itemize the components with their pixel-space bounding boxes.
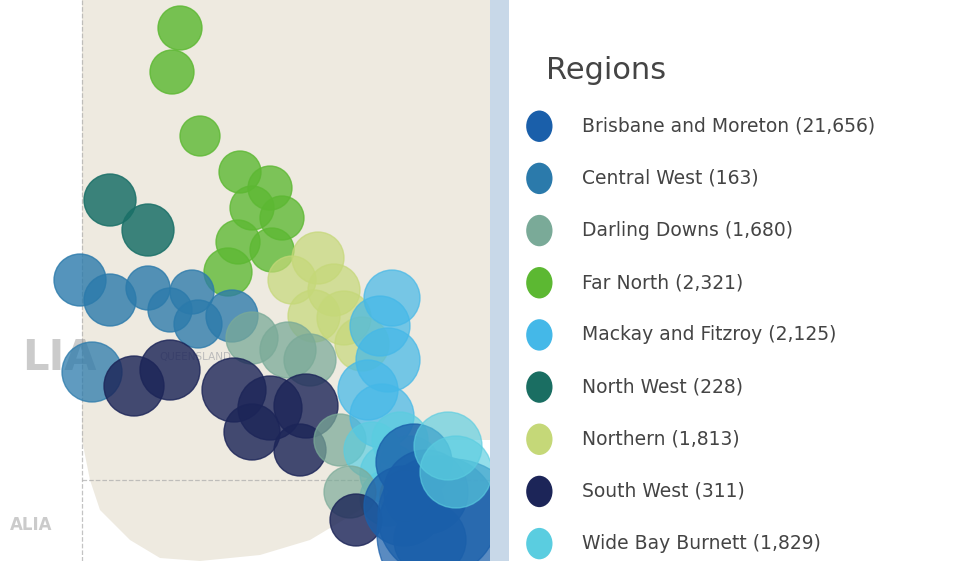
Circle shape — [308, 264, 360, 316]
Text: Darling Downs (1,680): Darling Downs (1,680) — [582, 221, 793, 240]
Circle shape — [268, 256, 316, 304]
Circle shape — [377, 459, 527, 561]
Circle shape — [364, 466, 444, 546]
Circle shape — [350, 384, 414, 448]
Circle shape — [84, 274, 136, 326]
Circle shape — [526, 319, 553, 351]
Circle shape — [84, 174, 136, 226]
Text: Far North (2,321): Far North (2,321) — [582, 273, 743, 292]
Circle shape — [238, 376, 302, 440]
Circle shape — [330, 494, 382, 546]
Circle shape — [526, 424, 553, 455]
Circle shape — [150, 50, 194, 94]
Circle shape — [394, 504, 466, 561]
Circle shape — [335, 317, 389, 371]
Circle shape — [526, 111, 553, 142]
Circle shape — [226, 312, 278, 364]
Circle shape — [364, 270, 420, 326]
Text: Wide Bay Burnett (1,829): Wide Bay Burnett (1,829) — [582, 534, 821, 553]
Circle shape — [360, 444, 420, 504]
Circle shape — [380, 436, 440, 496]
Circle shape — [526, 163, 553, 194]
Circle shape — [420, 436, 492, 508]
Circle shape — [260, 196, 304, 240]
Circle shape — [360, 470, 416, 526]
Circle shape — [126, 266, 170, 310]
Text: Central West (163): Central West (163) — [582, 169, 758, 188]
Circle shape — [250, 228, 294, 272]
Circle shape — [376, 424, 452, 500]
Circle shape — [526, 528, 553, 559]
Text: Brisbane and Moreton (21,656): Brisbane and Moreton (21,656) — [582, 117, 875, 136]
Circle shape — [526, 371, 553, 403]
Circle shape — [526, 267, 553, 298]
Text: QUEENSLAND: QUEENSLAND — [159, 352, 231, 362]
Circle shape — [356, 328, 420, 392]
Circle shape — [260, 322, 316, 378]
Circle shape — [526, 215, 553, 246]
Text: Northern (1,813): Northern (1,813) — [582, 430, 739, 449]
Circle shape — [372, 412, 428, 468]
Circle shape — [148, 288, 192, 332]
Circle shape — [378, 456, 498, 561]
Circle shape — [344, 422, 400, 478]
Circle shape — [224, 404, 280, 460]
Circle shape — [140, 340, 200, 400]
Circle shape — [384, 450, 468, 534]
Circle shape — [350, 296, 410, 356]
Circle shape — [104, 356, 164, 416]
Polygon shape — [148, 0, 245, 180]
FancyBboxPatch shape — [490, 0, 509, 561]
Circle shape — [206, 290, 258, 342]
Circle shape — [414, 412, 482, 480]
Circle shape — [314, 414, 366, 466]
Text: Regions: Regions — [546, 56, 666, 85]
Circle shape — [170, 270, 214, 314]
Text: ALIA: ALIA — [10, 516, 53, 534]
Circle shape — [219, 151, 261, 193]
Circle shape — [288, 290, 340, 342]
Circle shape — [180, 116, 220, 156]
Text: LIA: LIA — [22, 337, 97, 379]
Circle shape — [526, 476, 553, 507]
Circle shape — [324, 466, 376, 518]
Text: North West (228): North West (228) — [582, 378, 743, 397]
Circle shape — [380, 470, 432, 522]
Circle shape — [122, 204, 174, 256]
Circle shape — [248, 166, 292, 210]
Circle shape — [204, 248, 252, 296]
Circle shape — [174, 300, 222, 348]
Circle shape — [292, 232, 344, 284]
Text: Mackay and Fitzroy (2,125): Mackay and Fitzroy (2,125) — [582, 325, 836, 344]
Circle shape — [284, 334, 336, 386]
Circle shape — [216, 220, 260, 264]
Polygon shape — [82, 0, 490, 561]
Text: South West (311): South West (311) — [582, 482, 744, 501]
Circle shape — [317, 291, 371, 345]
Circle shape — [158, 6, 202, 50]
Circle shape — [54, 254, 106, 306]
Circle shape — [230, 186, 274, 230]
Circle shape — [274, 424, 326, 476]
Circle shape — [202, 358, 266, 422]
Circle shape — [274, 374, 338, 438]
Circle shape — [62, 342, 122, 402]
Circle shape — [338, 360, 398, 420]
